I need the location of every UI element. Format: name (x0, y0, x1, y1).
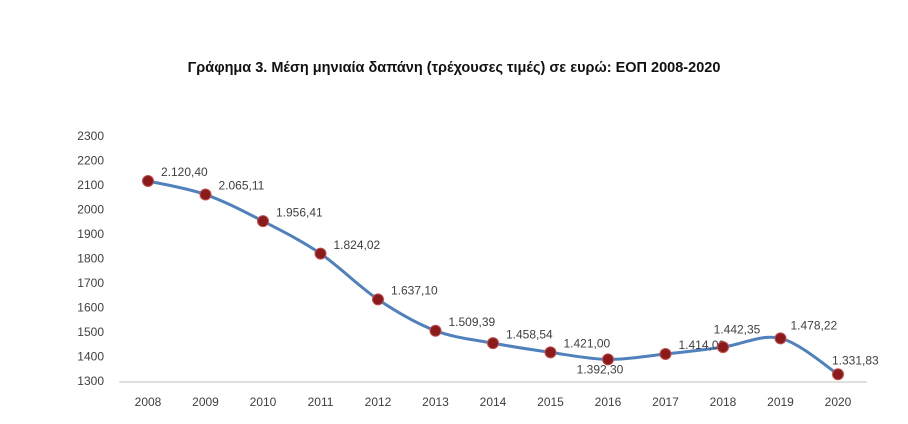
x-tick-label: 2019 (767, 395, 794, 409)
y-tick-label: 1600 (77, 301, 104, 315)
x-tick-label: 2013 (422, 395, 449, 409)
x-tick-label: 2010 (250, 395, 277, 409)
y-tick-label: 1800 (77, 252, 104, 266)
data-point (142, 175, 154, 188)
data-label: 2.120,40 (161, 165, 208, 179)
data-label: 1.478,22 (791, 319, 838, 333)
data-label: 1.956,41 (276, 205, 323, 219)
data-point (774, 332, 787, 345)
data-point (487, 337, 499, 350)
data-label: 1.824,02 (334, 238, 381, 252)
x-tick-label: 2011 (308, 395, 334, 409)
y-tick-label: 1500 (77, 325, 104, 339)
x-tick-label: 2016 (595, 395, 622, 409)
x-tick-label: 2014 (480, 395, 507, 409)
x-tick-label: 2018 (710, 395, 737, 409)
y-tick-label: 2300 (77, 129, 104, 143)
x-tick-label: 2008 (135, 395, 162, 409)
y-tick-label: 1700 (77, 276, 104, 290)
y-tick-label: 2200 (77, 154, 104, 168)
data-point (717, 341, 729, 354)
y-tick-label: 2000 (77, 203, 104, 217)
x-tick-label: 2020 (825, 395, 852, 409)
data-label: 1.458,54 (506, 327, 553, 341)
data-point (257, 215, 269, 228)
chart-title: Γράφημα 3. Μέση μηνιαία δαπάνη (τρέχουσε… (188, 60, 721, 76)
data-point (659, 348, 672, 361)
data-label: 1.509,39 (449, 315, 496, 329)
data-label: 1.331,83 (832, 353, 879, 367)
y-tick-label: 2100 (77, 178, 104, 192)
data-label: 1.442,35 (714, 322, 761, 336)
data-point (314, 247, 327, 260)
x-tick-label: 2015 (537, 395, 564, 409)
y-tick-label: 1900 (77, 227, 104, 241)
x-tick-label: 2009 (192, 395, 219, 409)
data-point (602, 353, 614, 366)
y-tick-label: 1300 (77, 374, 104, 388)
data-label: 1.421,00 (564, 337, 611, 351)
data-point (199, 188, 212, 201)
data-label: 1.414,09 (679, 338, 726, 352)
x-tick-label: 2017 (652, 395, 679, 409)
data-label: 1.637,10 (391, 284, 438, 298)
data-label: 2.065,11 (219, 179, 265, 193)
data-point (832, 368, 844, 381)
data-point (372, 293, 384, 306)
x-tick-label: 2012 (365, 395, 392, 409)
data-point (429, 324, 442, 337)
y-tick-label: 1400 (77, 350, 104, 364)
data-label: 1.392,30 (577, 363, 624, 377)
data-point (544, 346, 557, 359)
